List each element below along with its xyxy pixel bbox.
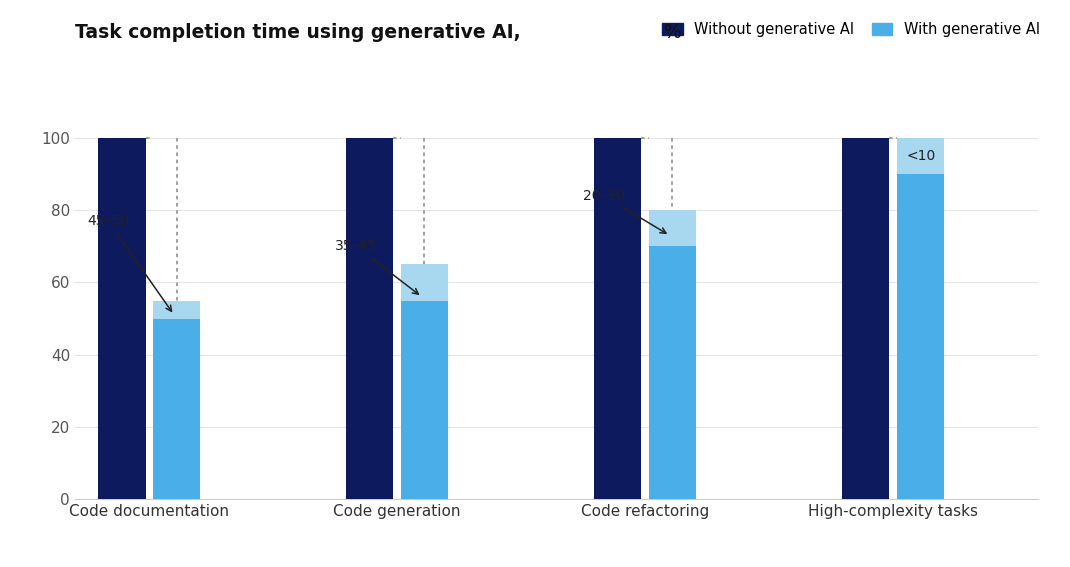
Bar: [153, 301, 200, 319]
Text: Task completion time using generative AI,: Task completion time using generative AI…: [75, 23, 520, 42]
Bar: [347, 138, 394, 499]
Text: 35–45: 35–45: [335, 239, 418, 294]
Legend: Without generative AI, With generative AI: Without generative AI, With generative A…: [662, 22, 1040, 37]
Text: <10: <10: [906, 149, 936, 163]
Bar: [401, 264, 448, 301]
Bar: [594, 138, 641, 499]
Bar: [98, 138, 146, 499]
Text: 45–50: 45–50: [88, 214, 171, 311]
Bar: [648, 210, 696, 247]
Bar: [842, 138, 889, 499]
Bar: [153, 319, 200, 499]
Bar: [897, 174, 944, 499]
Bar: [897, 138, 944, 174]
Text: 20–30: 20–30: [583, 189, 666, 233]
Text: %: %: [658, 23, 682, 42]
Bar: [401, 301, 448, 499]
Bar: [648, 247, 696, 499]
